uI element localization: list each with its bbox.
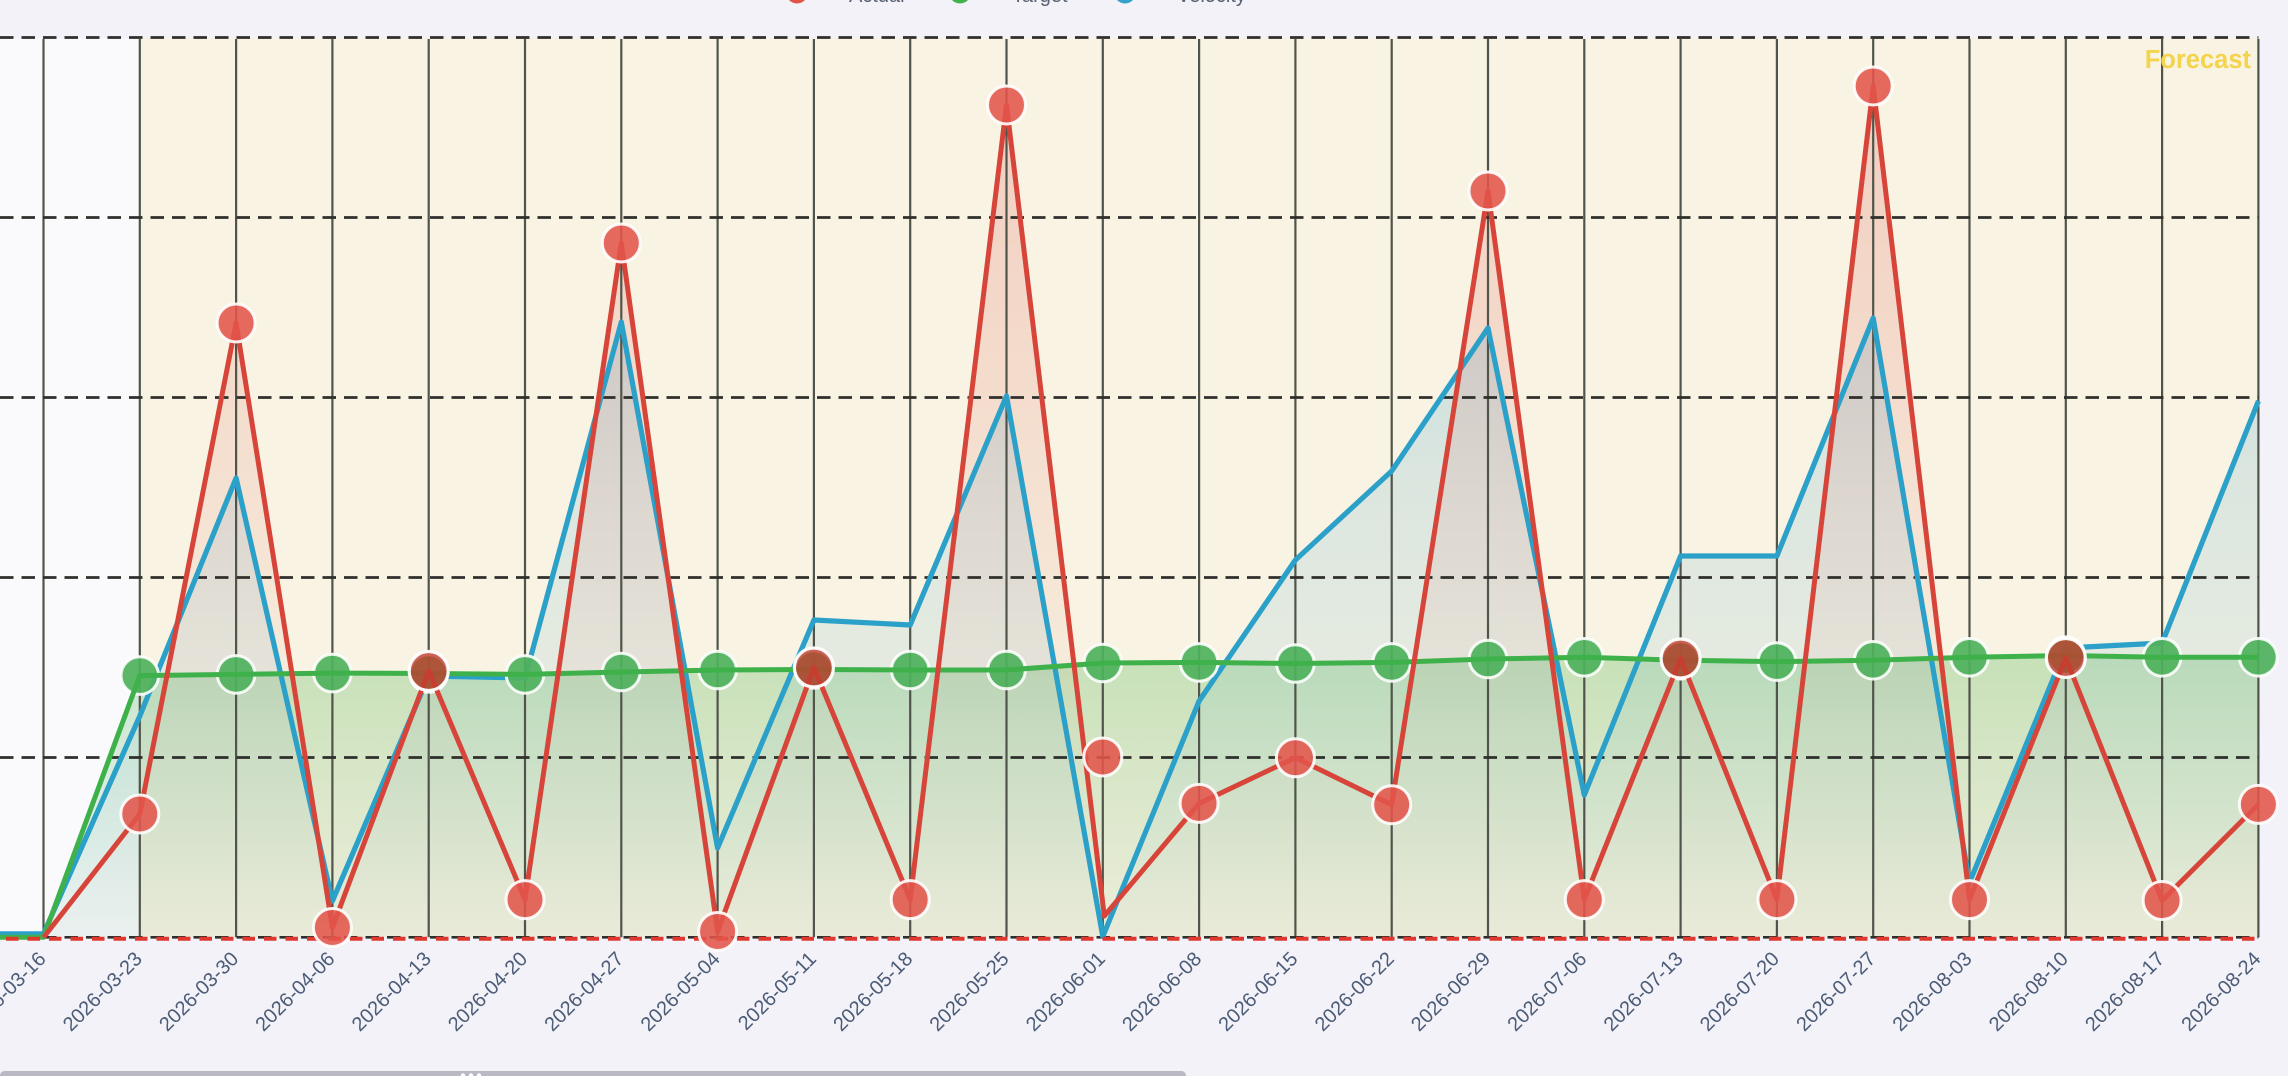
svg-text:2026-03-23: 2026-03-23 [59, 948, 147, 1036]
svg-text:2026-06-15: 2026-06-15 [1215, 948, 1303, 1036]
svg-text:2026-03-16: 2026-03-16 [0, 948, 51, 1036]
svg-text:2026-07-20: 2026-07-20 [1696, 948, 1784, 1036]
svg-text:2026-04-27: 2026-04-27 [540, 948, 628, 1036]
svg-text:2026-03-30: 2026-03-30 [155, 948, 243, 1036]
svg-text:2026-08-24: 2026-08-24 [2178, 948, 2266, 1036]
svg-text:2026-06-08: 2026-06-08 [1118, 948, 1206, 1036]
svg-text:2026-04-06: 2026-04-06 [252, 948, 340, 1036]
svg-text:2026-04-13: 2026-04-13 [348, 948, 436, 1036]
svg-text:2026-06-29: 2026-06-29 [1407, 948, 1495, 1036]
svg-text:2026-05-04: 2026-05-04 [637, 948, 725, 1036]
svg-text:2026-05-25: 2026-05-25 [926, 948, 1014, 1036]
svg-text:2026-05-11: 2026-05-11 [734, 948, 821, 1035]
svg-text:2026-05-18: 2026-05-18 [829, 948, 917, 1036]
svg-text:2026-07-06: 2026-07-06 [1503, 948, 1591, 1036]
svg-text:2026-07-13: 2026-07-13 [1600, 948, 1688, 1036]
svg-text:2026-06-22: 2026-06-22 [1311, 948, 1399, 1036]
svg-text:Actual: Actual [849, 0, 905, 7]
svg-text:Target: Target [1012, 0, 1068, 7]
svg-text:2026-07-27: 2026-07-27 [1792, 948, 1880, 1036]
svg-text:Forecast: Forecast [2145, 46, 2252, 74]
svg-text:2026-08-10: 2026-08-10 [1985, 948, 2073, 1036]
svg-text:Velocity: Velocity [1177, 0, 1246, 7]
svg-text:2026-08-17: 2026-08-17 [2081, 948, 2169, 1036]
svg-text:2026-06-01: 2026-06-01 [1022, 948, 1110, 1036]
svg-text:2026-04-20: 2026-04-20 [444, 948, 532, 1036]
svg-text:2026-08-03: 2026-08-03 [1889, 948, 1977, 1036]
